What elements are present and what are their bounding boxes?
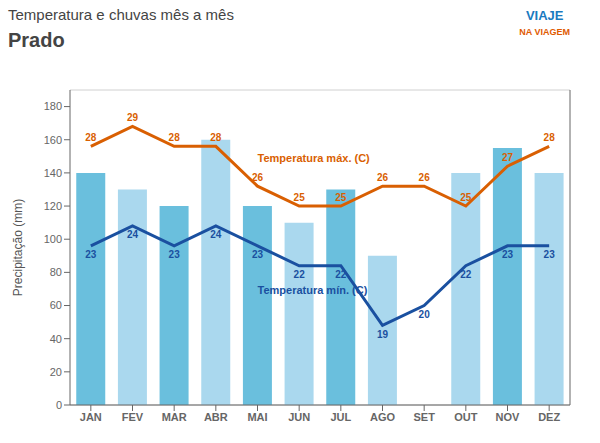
svg-text:29: 29 [127,112,139,123]
svg-text:NOV: NOV [496,411,521,423]
svg-text:0: 0 [56,399,62,411]
svg-text:MAR: MAR [162,411,187,423]
svg-text:Precipitação (mm): Precipitação (mm) [11,199,25,296]
svg-text:28: 28 [85,132,97,143]
svg-text:AGO: AGO [370,411,396,423]
svg-text:23: 23 [252,249,264,260]
svg-text:23: 23 [544,249,556,260]
svg-text:JUN: JUN [288,411,310,423]
svg-text:60: 60 [50,299,62,311]
svg-text:28: 28 [210,132,222,143]
svg-text:28: 28 [169,132,181,143]
svg-text:OUT: OUT [454,411,478,423]
svg-text:140: 140 [44,167,62,179]
svg-text:26: 26 [377,172,389,183]
html-text:Prado: Prado [8,29,65,51]
svg-text:JUL: JUL [330,411,351,423]
svg-text:180: 180 [44,100,62,112]
svg-text:Temperatura mín. (C): Temperatura mín. (C) [258,284,368,296]
svg-text:28: 28 [544,132,556,143]
svg-text:19: 19 [377,329,389,340]
svg-text:23: 23 [85,249,97,260]
svg-text:160: 160 [44,134,62,146]
svg-text:22: 22 [460,269,472,280]
svg-text:23: 23 [169,249,181,260]
svg-text:25: 25 [335,192,347,203]
html-text:VIAJE: VIAJE [525,8,564,23]
svg-text:25: 25 [460,192,472,203]
svg-text:Temperatura máx. (C): Temperatura máx. (C) [258,152,371,164]
svg-text:JAN: JAN [80,411,102,423]
svg-text:22: 22 [335,269,347,280]
svg-text:25: 25 [294,192,306,203]
svg-text:20: 20 [419,309,431,320]
svg-text:20: 20 [50,366,62,378]
svg-text:24: 24 [210,229,222,240]
svg-text:SET: SET [413,411,435,423]
svg-text:120: 120 [44,200,62,212]
svg-text:27: 27 [502,152,514,163]
svg-text:80: 80 [50,266,62,278]
svg-text:FEV: FEV [122,411,144,423]
svg-text:23: 23 [502,249,514,260]
svg-text:22: 22 [294,269,306,280]
svg-text:26: 26 [419,172,431,183]
svg-text:MAI: MAI [247,411,267,423]
svg-text:40: 40 [50,333,62,345]
svg-text:100: 100 [44,233,62,245]
svg-text:DEZ: DEZ [538,411,560,423]
html-text:Temperatura e chuvas mês a mês: Temperatura e chuvas mês a mês [8,6,234,23]
svg-text:26: 26 [252,172,264,183]
svg-text:ABR: ABR [204,411,228,423]
html-text:NA VIAGEM: NA VIAGEM [519,27,570,37]
svg-text:24: 24 [127,229,139,240]
